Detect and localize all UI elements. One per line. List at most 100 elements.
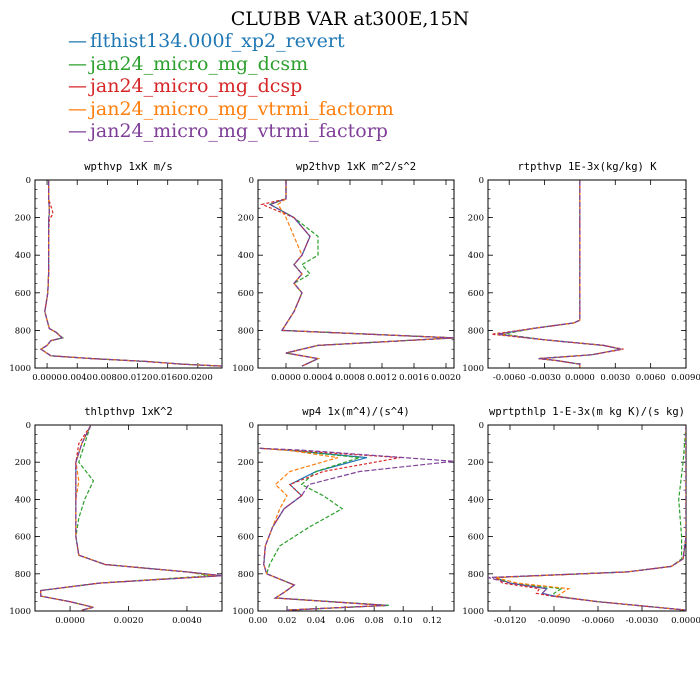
xtick-label-4-0: 0.00 (249, 616, 268, 626)
ytick-label-2-3: 600 (468, 289, 484, 299)
xtick-label-4-3: 0.06 (336, 616, 355, 626)
legend-dash-3: — (68, 97, 87, 120)
xtick-label-0-4: 0.0160 (153, 373, 183, 383)
series-line-0-2 (39, 180, 222, 367)
xtick-label-5-4: 0.0000 (671, 616, 700, 626)
series-line-1-2 (260, 180, 454, 367)
series-line-1-4 (268, 180, 454, 367)
xtick-label-1-2: 0.0008 (335, 373, 365, 383)
ytick-label-4-0: 0 (249, 421, 254, 431)
xtick-label-5-0: -0.0120 (494, 616, 527, 626)
series-line-3-1 (40, 425, 211, 611)
legend-label-0: flthist134.000f_xp2_revert (90, 30, 345, 52)
xtick-label-0-3: 0.0120 (123, 373, 153, 383)
series-line-1-3 (277, 180, 454, 367)
figure-title: CLUBB VAR at300E,15N (230, 8, 470, 30)
panel-1: wp2thvp 1xK m^2/s^2 0 200 400 600 800 1000 0.00… (232, 161, 461, 383)
xtick-label-5-1: -0.0090 (538, 616, 571, 626)
xtick-label-2-1: -0.0030 (528, 373, 561, 383)
xtick-label-0-0: 0.0000 (32, 373, 62, 383)
legend-dash-4: — (68, 120, 87, 142)
ytick-label-3-5: 1000 (9, 607, 31, 617)
ytick-label-0-5: 1000 (9, 364, 31, 374)
ytick-label-1-5: 1000 (232, 364, 254, 374)
series-line-5-2 (493, 425, 686, 611)
series-line-2-3 (497, 180, 622, 368)
legend-item-2: — jan24_micro_mg_dcsp (68, 75, 394, 98)
ytick-label-3-3: 600 (15, 533, 31, 543)
series-line-5-1 (495, 425, 686, 611)
panel-frame-5 (487, 424, 687, 612)
panel-2: rtpthvp 1E-3x(kg/kg) K02004006008001000-… (462, 161, 700, 383)
panel-frame-3 (34, 424, 223, 612)
panel-frame-4 (257, 424, 455, 612)
ytick-label-4-1: 200 (238, 458, 254, 468)
panel-title-1: wp2thvp 1xK m^2/s^2 (296, 161, 416, 173)
ytick-label-4-5: 1000 (232, 607, 254, 617)
xtick-label-4-5: 0.10 (394, 616, 413, 626)
series-line-4-2 (259, 447, 401, 611)
legend-dash-0: — (68, 30, 87, 52)
series-line-1-1 (268, 180, 454, 367)
xtick-label-1-3: 0.0012 (367, 373, 397, 383)
ytick-label-3-2: 400 (15, 495, 31, 505)
panel-title-5: wprtpthlp 1-E-3x(m kg K)/(s kg) (489, 406, 685, 418)
xtick-label-1-0: 0.0000 (271, 373, 301, 383)
series-line-0-0 (39, 180, 222, 367)
series-line-2-2 (491, 180, 624, 368)
ytick-label-1-0: 0 (249, 176, 254, 186)
xtick-label-4-4: 0.08 (365, 616, 384, 626)
xtick-label-4-2: 0.04 (307, 616, 326, 626)
legend-dash-2: — (68, 75, 87, 97)
ytick-label-4-3: 600 (238, 533, 254, 543)
series-line-3-4 (40, 425, 222, 611)
ytick-label-0-1: 200 (15, 214, 31, 224)
series-line-2-0 (497, 180, 622, 368)
series-line-3-3 (40, 425, 217, 611)
ytick-label-0-0: 0 (26, 176, 31, 186)
ytick-label-2-2: 400 (468, 251, 484, 261)
ytick-label-2-1: 200 (468, 214, 484, 224)
legend-item-1: — jan24_micro_mg_dcsm (68, 53, 394, 76)
legend-label-4: jan24_micro_mg_vtrmi_factorp (90, 120, 388, 142)
legend-label-2: jan24_micro_mg_dcsp (90, 75, 303, 97)
ytick-label-5-2: 400 (468, 495, 484, 505)
xtick-label-0-2: 0.0080 (93, 373, 123, 383)
legend-item-4: — jan24_micro_mg_vtrmi_factorp (68, 120, 394, 143)
ytick-label-1-1: 200 (238, 214, 254, 224)
panel-3: thlpthvp 1xK^2 0 200 400 600 800 1000 0.0000 0.0… (9, 406, 223, 626)
series-line-4-3 (259, 447, 386, 611)
panel-title-3: thlpthvp 1xK^2 (84, 406, 173, 418)
series-line-5-0 (495, 425, 686, 611)
ytick-label-0-2: 400 (15, 251, 31, 261)
legend-label-3: jan24_micro_mg_vtrmi_factorm (90, 97, 394, 120)
xtick-label-3-0: 0.0000 (55, 616, 85, 626)
series-line-0-3 (39, 180, 222, 367)
series-line-4-1 (259, 447, 389, 611)
series-line-2-1 (503, 180, 622, 368)
panel-frame-0 (34, 179, 223, 369)
xtick-label-4-1: 0.02 (278, 616, 297, 626)
ytick-label-5-1: 200 (468, 458, 484, 468)
ytick-label-3-4: 800 (15, 570, 31, 580)
legend: — flthist134.000f_xp2_revert — jan24_micro… (68, 30, 394, 143)
series-line-0-1 (39, 180, 222, 367)
ytick-label-0-4: 800 (15, 326, 31, 336)
xtick-label-1-5: 0.0020 (431, 373, 461, 383)
series-line-5-3 (495, 425, 686, 611)
legend-item-3: — jan24_micro_mg_vtrmi_factorm (68, 98, 394, 121)
series-line-3-0 (40, 425, 222, 611)
ytick-label-1-2: 400 (238, 251, 254, 261)
ytick-label-5-3: 600 (468, 533, 484, 543)
xtick-label-5-3: -0.0030 (626, 616, 659, 626)
ytick-label-4-4: 800 (238, 570, 254, 580)
xtick-label-1-4: 0.0016 (399, 373, 429, 383)
xtick-label-0-1: 0.0040 (62, 373, 92, 383)
series-line-2-4 (497, 180, 622, 368)
ytick-label-3-0: 0 (26, 421, 31, 431)
ytick-label-5-4: 800 (468, 570, 484, 580)
ytick-label-2-5: 1000 (462, 364, 484, 374)
ytick-label-1-3: 600 (238, 289, 254, 299)
